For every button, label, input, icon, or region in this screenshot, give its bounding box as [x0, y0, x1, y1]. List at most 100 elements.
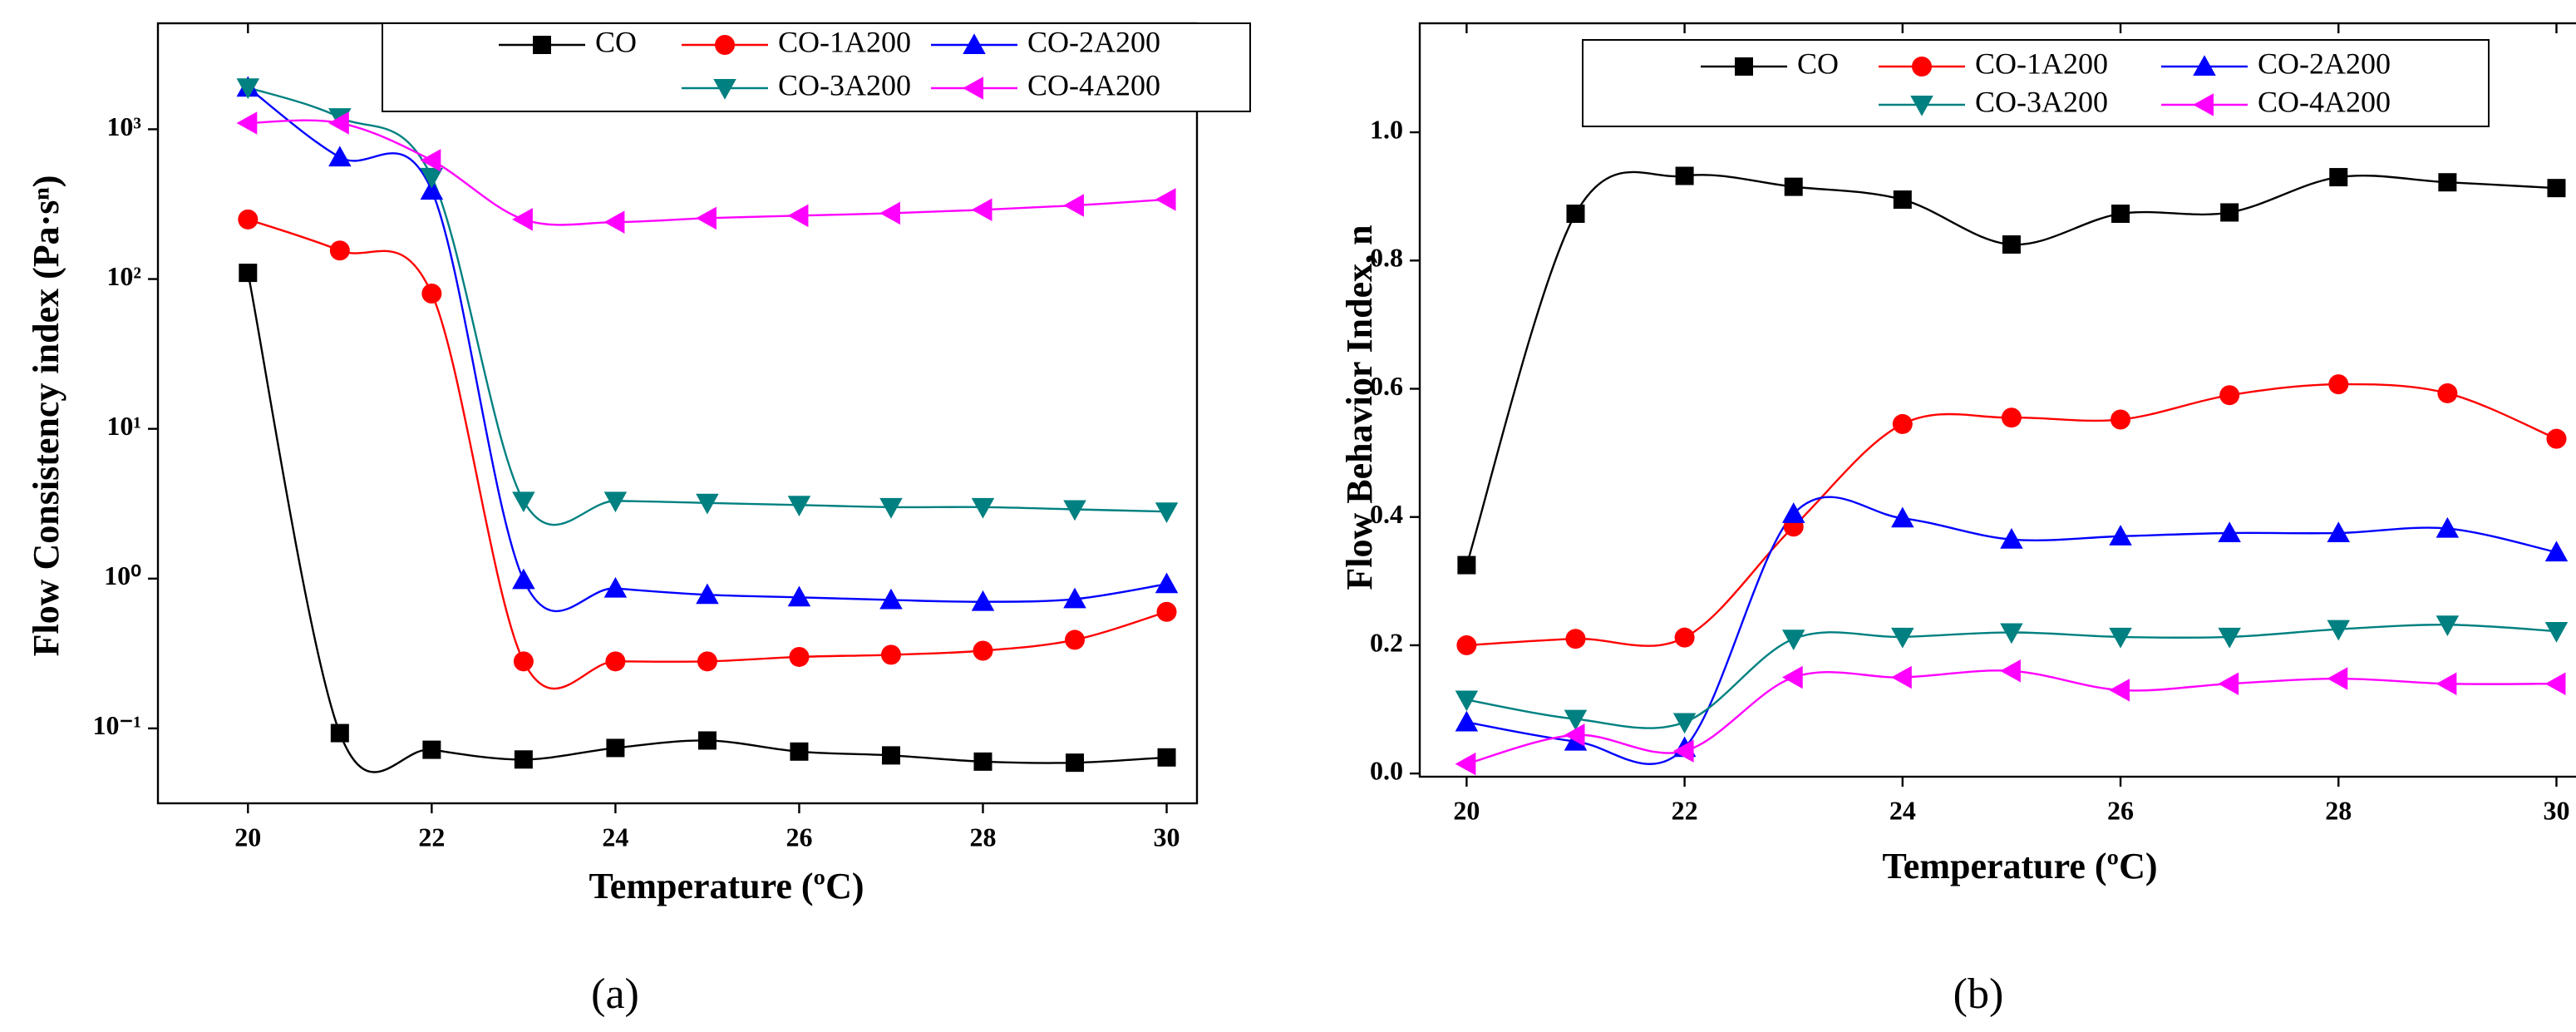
marker [2436, 516, 2460, 538]
marker [2218, 672, 2239, 695]
y-tick-label: 10¹ [106, 411, 141, 441]
marker [971, 198, 992, 222]
marker [1155, 188, 1176, 211]
marker [1781, 630, 1805, 650]
series-line [247, 218, 1167, 690]
marker [603, 576, 628, 598]
marker [513, 651, 534, 672]
x-tick-label: 28 [969, 822, 996, 852]
marker [512, 491, 535, 513]
x-tick-label: 28 [2325, 795, 2352, 825]
marker [2002, 235, 2021, 254]
marker [2000, 527, 2023, 549]
marker [697, 731, 717, 750]
marker [2109, 679, 2130, 702]
marker [971, 497, 995, 519]
marker [1781, 665, 1803, 689]
y-axis-label: Flow Behavior Index, n [1339, 225, 1380, 590]
series-line [1466, 669, 2557, 765]
x-tick-label: 30 [2543, 795, 2569, 825]
marker [2111, 409, 2131, 430]
marker [1455, 752, 1476, 776]
panel-label: (b) [1953, 970, 2004, 1018]
x-tick-label: 20 [1453, 795, 1480, 825]
marker [1675, 166, 1694, 185]
y-tick-label: 10⁰ [104, 560, 141, 590]
y-tick-label: 0.0 [1370, 755, 1403, 785]
marker [1891, 627, 1914, 649]
marker [420, 167, 444, 189]
legend-marker [713, 79, 736, 100]
marker [973, 752, 992, 771]
marker [1672, 739, 1694, 763]
panel-label: (a) [591, 970, 639, 1018]
marker [1892, 413, 1913, 434]
marker [790, 742, 809, 761]
marker [1155, 572, 1179, 594]
marker [2001, 407, 2022, 428]
marker [2109, 627, 2132, 649]
marker [697, 651, 717, 672]
marker [238, 209, 259, 230]
y-tick-label: 0.6 [1370, 371, 1403, 401]
marker [1566, 205, 1585, 224]
marker [1455, 690, 1479, 712]
legend-label: CO-4A200 [2258, 85, 2391, 118]
marker [2547, 179, 2566, 198]
marker [1457, 556, 1476, 575]
marker [880, 644, 901, 665]
plot: 20 22 24 26 28 30 0.0 0.2 0.4 0.6 0.8 1.0 Temperatur… [1339, 22, 2576, 1018]
series-line [1465, 170, 2557, 565]
legend-marker [1910, 96, 1933, 116]
marker [514, 750, 533, 769]
marker [328, 146, 352, 167]
series-line [247, 272, 1167, 773]
legend-label: CO-3A200 [1975, 85, 2108, 118]
marker [787, 204, 809, 228]
marker [2111, 205, 2130, 224]
marker [2327, 620, 2351, 641]
marker [1065, 630, 1086, 650]
x-tick-label: 22 [418, 822, 445, 852]
legend-marker [1912, 57, 1932, 77]
legend-label: CO-2A200 [2258, 47, 2391, 80]
marker [2220, 203, 2239, 222]
marker [2218, 521, 2241, 542]
marker [1893, 190, 1912, 210]
plot-frame [1418, 22, 2576, 778]
marker [2327, 667, 2348, 690]
marker [973, 640, 993, 661]
marker [512, 568, 535, 590]
marker [329, 240, 350, 261]
marker [789, 646, 810, 667]
x-axis-label: Temperature (ºC) [589, 866, 864, 906]
marker [1063, 587, 1086, 609]
legend-box [382, 22, 1251, 112]
marker [787, 496, 811, 517]
x-axis-label: Temperature (ºC) [1882, 846, 2157, 886]
marker [420, 179, 444, 200]
legend-marker [533, 36, 551, 54]
marker [1157, 748, 1176, 767]
marker [879, 201, 900, 225]
marker [881, 746, 900, 765]
legend-marker [2193, 55, 2216, 76]
marker [606, 738, 625, 758]
marker [605, 651, 626, 672]
marker [1674, 627, 1695, 648]
x-tick-label: 30 [1154, 822, 1180, 852]
marker [696, 206, 717, 230]
marker [328, 111, 349, 135]
y-tick-label: 0.2 [1370, 627, 1403, 657]
marker [421, 284, 442, 304]
y-tick-label: 10⁻¹ [93, 710, 141, 740]
y-tick-label: 0.8 [1370, 243, 1403, 273]
marker [2327, 521, 2351, 542]
marker [696, 583, 719, 605]
legend-marker [2193, 93, 2214, 116]
marker [2219, 385, 2240, 406]
legend-label: CO [1797, 47, 1839, 80]
marker [236, 78, 260, 99]
